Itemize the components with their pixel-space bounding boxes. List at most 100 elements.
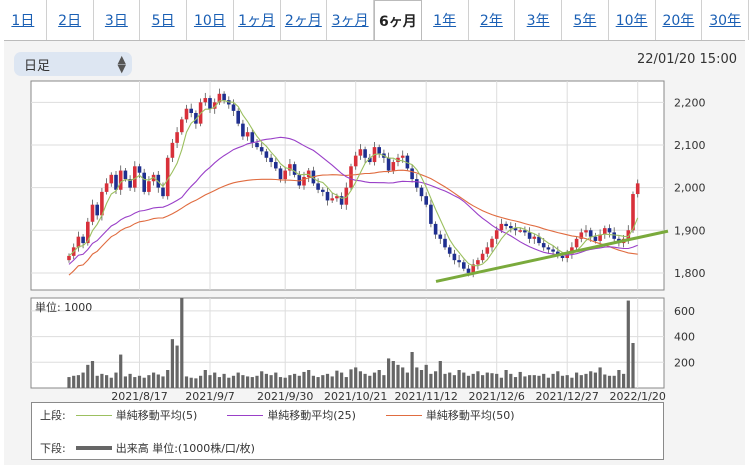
timestamp: 22/01/20 15:00 <box>637 52 737 67</box>
volume-bar <box>589 371 593 388</box>
volume-bar <box>147 375 151 388</box>
volume-bar <box>67 377 71 388</box>
volume-bar <box>443 373 447 388</box>
tab-6[interactable]: 2ヶ月 <box>281 0 328 40</box>
legend: 上段: 単純移動平均(5) 単純移動平均(25) 単純移動平均(50) 下段: … <box>31 402 664 460</box>
volume-bar <box>189 377 193 388</box>
tab-2[interactable]: 3日 <box>94 0 141 40</box>
volume-bar <box>485 372 489 388</box>
volume-bar <box>297 375 301 388</box>
volume-bar <box>546 377 550 388</box>
tab-8[interactable]: 6ヶ月 <box>374 0 422 40</box>
candle-body <box>358 149 363 156</box>
ma50-swatch <box>385 414 422 416</box>
candle-body <box>339 196 344 205</box>
tab-3[interactable]: 5日 <box>140 0 187 40</box>
ma5-line <box>68 100 639 267</box>
tab-4[interactable]: 10日 <box>187 0 234 40</box>
candle-body <box>208 98 212 109</box>
legend-ma5: 単純移動平均(5) <box>115 409 198 422</box>
tab-12[interactable]: 5年 <box>562 0 609 40</box>
volume-bar <box>457 370 461 388</box>
candle-body <box>259 147 264 152</box>
candle-body <box>560 255 565 259</box>
candle-body <box>466 268 471 273</box>
volume-bar <box>161 376 165 388</box>
tab-10[interactable]: 2年 <box>469 0 516 40</box>
candle-body <box>537 236 541 244</box>
candle-body <box>123 170 128 180</box>
candle-body <box>584 230 588 233</box>
candle-body <box>100 191 104 216</box>
volume-bar <box>208 375 212 388</box>
interval-selector[interactable]: 日足 ▲ ▼ <box>14 52 132 76</box>
candle-body <box>255 142 259 148</box>
legend-ma25: 単純移動平均(25) <box>267 409 356 422</box>
candle-body <box>297 174 302 186</box>
candle-body <box>109 174 114 184</box>
ma25-line <box>68 136 638 265</box>
candle-body <box>551 249 555 252</box>
candle-body <box>142 172 146 192</box>
candle-body <box>283 170 287 180</box>
volume-bar <box>123 376 127 388</box>
candle-body <box>438 234 443 239</box>
volume-bar <box>607 375 612 388</box>
candle-body <box>353 155 358 167</box>
candle-body <box>532 236 537 239</box>
candle-body <box>161 187 165 197</box>
candle-body <box>212 102 217 109</box>
volume-bar <box>274 372 278 388</box>
candle-body <box>574 238 579 248</box>
volume-bar <box>293 373 297 388</box>
volume-bar <box>372 372 377 388</box>
volume-bar <box>424 364 428 388</box>
volume-bar <box>199 375 203 388</box>
tab-7[interactable]: 3ヶ月 <box>327 0 374 40</box>
tab-5[interactable]: 1ヶ月 <box>234 0 281 40</box>
candle-body <box>579 232 584 239</box>
volume-bar <box>100 373 104 388</box>
volume-bar <box>387 358 391 388</box>
volume-bar <box>617 370 621 388</box>
volume-bar <box>137 375 142 388</box>
volume-bar <box>532 375 536 388</box>
volume-bar <box>269 375 273 388</box>
support-trendline <box>435 229 669 283</box>
tab-11[interactable]: 3年 <box>515 0 562 40</box>
volume-bar <box>340 372 344 388</box>
volume-bar <box>184 376 189 388</box>
volume-bar <box>434 371 438 388</box>
volume-bar <box>626 300 630 388</box>
volume-bar <box>307 370 311 388</box>
candle-body <box>245 132 250 137</box>
tab-9[interactable]: 1年 <box>422 0 469 40</box>
volume-bar <box>593 372 597 388</box>
tab-14[interactable]: 20年 <box>656 0 703 40</box>
volume-tick-label: 200 <box>674 356 695 369</box>
volume-bar <box>410 352 414 388</box>
volume-bar <box>598 367 602 388</box>
candle-body <box>269 157 273 163</box>
x-tick-label: 2022/1/20 <box>609 390 665 403</box>
candle-body <box>518 230 522 232</box>
volume-bar <box>105 375 109 388</box>
volume-bar <box>330 376 334 388</box>
tab-1[interactable]: 2日 <box>47 0 94 40</box>
candle-body <box>250 132 255 143</box>
candle-body <box>170 142 175 158</box>
volume-bar <box>631 343 635 388</box>
candle-body <box>180 119 184 133</box>
candle-body <box>419 187 424 197</box>
candle-body <box>593 236 598 241</box>
volume-bar <box>156 374 160 388</box>
candle-body <box>86 221 90 244</box>
legend-lower-label: 下段: <box>40 442 66 455</box>
volume-bar <box>335 370 339 388</box>
tab-0[interactable]: 1日 <box>0 0 47 40</box>
candle-body <box>603 228 607 235</box>
volume-bar <box>344 377 348 388</box>
candle-body <box>349 166 353 188</box>
tab-13[interactable]: 10年 <box>609 0 656 40</box>
